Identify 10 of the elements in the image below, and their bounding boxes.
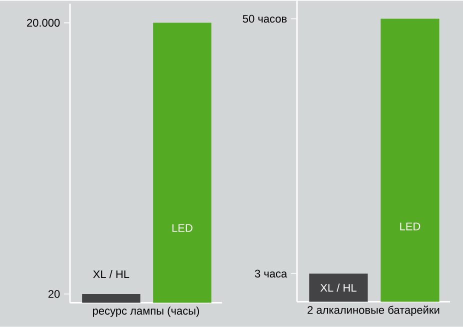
y-tick-label: 20	[48, 290, 60, 298]
x-axis-title: 2 алкалиновые батарейки	[308, 306, 440, 316]
x-tick-label: LED	[400, 222, 420, 230]
y-tick-label: 50 часов	[242, 14, 287, 23]
y-tick-label: 20.000	[27, 19, 60, 27]
x-axis-title: ресурс лампы (часы)	[93, 306, 200, 317]
x-tick-label: XL / HL	[320, 284, 356, 292]
x-tick-label: LED	[172, 224, 192, 232]
x-tick-label: XL / HL	[93, 270, 130, 278]
y-tick-label: 3 часа	[254, 270, 288, 278]
